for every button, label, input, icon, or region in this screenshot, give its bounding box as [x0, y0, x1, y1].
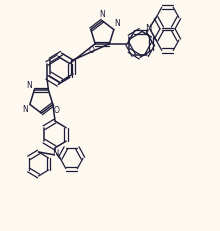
Text: N: N: [99, 10, 105, 19]
Text: N: N: [27, 81, 33, 90]
Text: N: N: [52, 149, 58, 158]
Text: O: O: [54, 106, 60, 115]
Text: N: N: [22, 105, 28, 114]
Text: O: O: [89, 46, 95, 55]
Text: N: N: [146, 24, 152, 33]
Text: N: N: [114, 19, 120, 28]
